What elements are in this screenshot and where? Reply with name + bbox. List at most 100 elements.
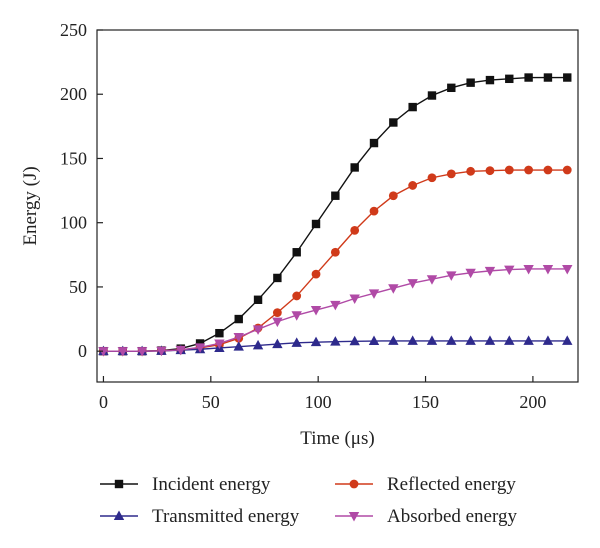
data-point [292,248,301,257]
legend-item: Reflected energy [335,474,516,495]
data-point [310,306,322,316]
data-point [446,271,457,281]
data-point [389,118,398,127]
series-incident-energy [99,73,572,356]
data-point [446,335,457,345]
legend-item: Transmitted energy [100,506,300,527]
series-transmitted-energy [98,335,573,356]
legend-marker [114,479,124,489]
data-point [484,335,496,345]
data-point [291,337,302,347]
data-point [504,165,514,175]
data-point [272,317,283,328]
data-point [350,226,360,235]
data-point [369,138,379,148]
data-point [350,163,359,172]
data-point [543,165,553,175]
data-point [524,73,533,82]
data-point [310,336,322,347]
data-point [427,91,437,100]
data-point [349,294,360,304]
data-point [504,265,515,276]
data-point [426,335,438,345]
data-point [252,325,264,335]
data-point [234,314,243,324]
data-point [446,169,456,179]
plot-frame [96,29,579,383]
data-point [214,339,225,349]
data-point [368,289,380,299]
data-point [562,264,573,275]
data-point [349,335,360,346]
data-point [542,335,554,345]
data-point [542,264,554,275]
data-point [427,173,437,183]
data-point [98,347,109,357]
data-point [524,165,534,175]
data-point [465,335,476,345]
data-point [562,335,573,345]
legend-label: Incident energy [152,474,271,495]
data-point [505,74,514,84]
data-point [252,339,264,350]
legend-marker [348,512,360,522]
legend: Incident energy Reflected energy Transmitt… [100,474,517,527]
data-point [485,75,495,85]
series-absorbed-energy [98,264,573,357]
data-point [407,279,418,289]
data-point [311,219,321,229]
data-point [117,347,128,357]
x-tick-label: 0 [99,392,108,412]
legend-label: Transmitted energy [152,506,300,527]
data-point [484,266,496,277]
y-tick-label: 100 [60,213,87,233]
legend-marker [113,510,125,520]
data-point [272,308,282,318]
data-point [369,206,379,216]
legend-label: Reflected energy [387,474,516,495]
legend-marker [349,479,359,489]
legend-item: Absorbed energy [335,506,517,527]
data-point [543,73,553,82]
y-tick-label: 200 [60,84,87,104]
y-tick-label: 250 [60,20,87,40]
data-point [156,346,167,357]
data-point [408,181,418,190]
data-point [233,341,244,351]
axes: Time (μs) Energy (J) 0 50 100 150 200 0 50 100 1… [20,20,579,449]
data-point [562,165,572,175]
data-point [331,191,340,200]
data-point [408,102,417,112]
data-point [253,295,263,304]
x-axis-title: Time (μs) [300,428,374,449]
data-point [233,333,244,343]
data-point [388,284,399,294]
data-point [273,273,282,283]
data-point [447,83,456,93]
x-tick-label: 100 [305,392,332,412]
data-point [466,166,476,176]
data-point [368,335,380,346]
data-point [330,300,341,311]
data-point [485,166,495,176]
data-point [466,78,475,87]
data-point [388,335,399,345]
y-axis-title: Energy (J) [20,166,41,245]
data-point [136,347,148,357]
data-point [330,247,340,257]
data-point [388,191,398,201]
y-tick-label: 150 [60,148,87,168]
x-tick-label: 150 [412,392,439,412]
data-point [194,343,206,353]
x-tick-label: 200 [519,392,546,412]
y-tick-label: 50 [69,277,87,297]
x-tick-label: 50 [202,392,220,412]
data-point [407,335,418,345]
data-point [215,328,224,338]
legend-label: Absorbed energy [387,506,517,527]
data-point [292,291,302,301]
plot-area [98,73,573,357]
data-point [311,269,321,279]
data-point [523,335,534,345]
